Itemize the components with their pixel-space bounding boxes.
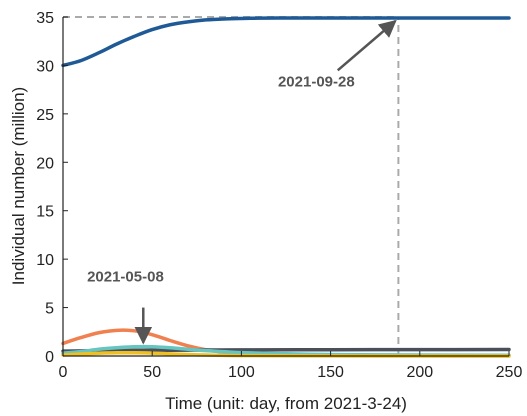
x-tick-label: 250 [496, 364, 523, 381]
y-tick-label: 35 [36, 10, 54, 27]
x-tick-label: 50 [143, 364, 161, 381]
x-tick-label: 200 [406, 364, 433, 381]
y-tick-label: 30 [36, 58, 54, 75]
x-tick-label: 100 [228, 364, 255, 381]
annotation-label: 2021-05-08 [87, 268, 164, 285]
x-tick-label: 150 [317, 364, 344, 381]
series-line-3 [61, 347, 511, 353]
y-tick-label: 0 [45, 349, 54, 366]
axes: 0 50 100 150 200 250 0 5 10 15 20 25 30 35 [36, 10, 522, 381]
x-axis-label: Time (unit: day, from 2021-3-24) [165, 394, 407, 413]
reference-lines [63, 16, 400, 356]
annotations: 2021-09-28 2021-05-08 [87, 19, 397, 345]
y-tick-label: 20 [36, 155, 54, 172]
y-axis-label: Individual number (million) [9, 87, 28, 285]
annotation-label: 2021-09-28 [278, 74, 355, 91]
series-line-1 [61, 16, 511, 68]
x-tick-label: 0 [59, 364, 68, 381]
y-tick-label: 5 [45, 301, 54, 318]
annotation-arrow [336, 19, 397, 72]
series-lines [61, 16, 511, 358]
y-tick-label: 10 [36, 252, 54, 269]
y-tick-label: 15 [36, 204, 54, 221]
y-tick-label: 25 [36, 107, 54, 124]
